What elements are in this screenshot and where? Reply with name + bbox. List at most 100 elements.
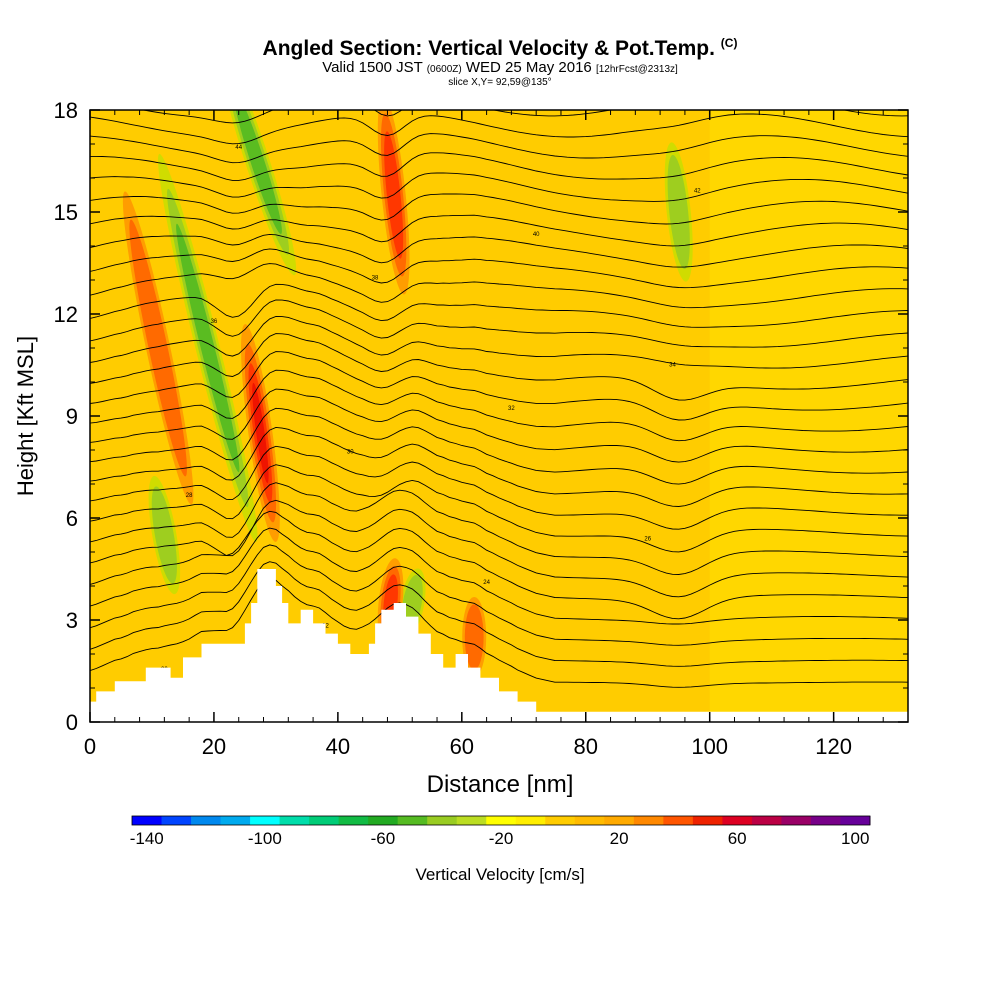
- x-tick-label: 120: [815, 734, 852, 759]
- velocity-field: [90, 110, 908, 722]
- colorbar-swatch: [191, 816, 222, 825]
- colorbar-swatch: [486, 816, 517, 825]
- colorbar-tick-label: 20: [610, 829, 629, 848]
- isentrope-label: 34: [669, 362, 676, 368]
- colorbar-tick-label: -60: [371, 829, 396, 848]
- updraft-core: [462, 597, 487, 677]
- isentrope-line: [90, 527, 908, 625]
- isentrope-label: 44: [235, 145, 242, 151]
- colorbar-swatch: [456, 816, 487, 825]
- colorbar-swatch: [397, 816, 428, 825]
- isentrope-line: [90, 388, 908, 463]
- colorbar-swatch: [368, 816, 399, 825]
- x-tick-label: 0: [84, 734, 96, 759]
- isentrope-line: [90, 193, 908, 225]
- colorbar-swatch: [515, 816, 546, 825]
- isentrope-label: 26: [644, 536, 651, 542]
- y-tick-label: 15: [54, 200, 78, 225]
- isentrope-line: [90, 113, 908, 145]
- isentrope-line: [90, 283, 908, 328]
- colorbar-swatch: [279, 816, 310, 825]
- isentrope-line: [90, 351, 908, 421]
- colorbar-label: Vertical Velocity [cm/s]: [415, 865, 584, 884]
- isentrope-line: [90, 214, 908, 247]
- colorbar-swatch: [633, 816, 664, 825]
- axes: 0 20 40 60 80 100 120 0 36 9 12 15 18: [54, 98, 909, 759]
- isentrope-line: [90, 152, 908, 181]
- chart-title: Angled Section: Vertical Velocity & Pot.…: [262, 36, 738, 60]
- x-axis-label: Distance [nm]: [427, 771, 574, 798]
- x-tick-label: 100: [691, 734, 728, 759]
- isentrope-line: [90, 248, 908, 289]
- colorbar-swatch: [338, 816, 369, 825]
- isentrope-line: [90, 426, 908, 507]
- isentrope-line: [90, 445, 908, 530]
- updraft-core: [122, 191, 194, 505]
- terrain-fill: [90, 569, 908, 722]
- isentrope-line: [90, 299, 908, 348]
- isentrope-line: [90, 315, 908, 369]
- isentrope-label: 24: [483, 580, 490, 586]
- isentrope-line: [90, 263, 908, 309]
- colorbar-swatch: [220, 816, 251, 825]
- colorbar-swatch: [722, 816, 753, 825]
- downdraft-core: [157, 153, 258, 543]
- colorbar-swatch: [545, 816, 576, 825]
- isentrope-line: [90, 482, 908, 575]
- isentrope-line: [90, 407, 908, 485]
- isentrope-line: [90, 172, 908, 202]
- downdraft-core: [218, 110, 297, 276]
- colorbar-tick-label: 100: [841, 829, 869, 848]
- y-tick-label: 3: [66, 608, 78, 633]
- colorbar-swatch: [132, 816, 163, 825]
- isentrope-line: [90, 561, 908, 667]
- colorbar-swatch: [604, 816, 635, 825]
- y-tick-label: 0: [66, 710, 78, 735]
- x-tick-label: 20: [202, 734, 226, 759]
- isentrope-label: 46: [397, 101, 404, 107]
- isentropes: 2022242628303234363840424446: [90, 101, 908, 688]
- y-tick-label: 12: [54, 302, 78, 327]
- colorbar-swatch: [840, 816, 871, 825]
- isentrope-line: [90, 369, 908, 442]
- colorbar-swatch: [309, 816, 340, 825]
- colorbar-swatch: [574, 816, 605, 825]
- isentrope-line: [90, 544, 908, 646]
- colorbar-swatch: [692, 816, 723, 825]
- isentrope-label: 32: [508, 406, 515, 412]
- colorbar: -140 -100 -60 -20 20 60 100: [130, 815, 871, 848]
- colorbar-swatch: [427, 816, 458, 825]
- colorbar-tick-label: -140: [130, 829, 164, 848]
- isentrope-label: 22: [322, 623, 329, 629]
- y-tick-label: 9: [66, 404, 78, 429]
- chart-subtitle: Valid 1500 JST (0600Z) WED 25 May 2016 […: [322, 59, 678, 76]
- isentrope-line: [90, 578, 908, 688]
- field-weak-region: [709, 110, 908, 722]
- isentrope-label: 28: [186, 493, 193, 499]
- downdraft-core: [664, 142, 693, 282]
- isentrope-line: [140, 110, 908, 124]
- colorbar-swatch: [751, 816, 782, 825]
- isentrope-label: 36: [211, 319, 218, 325]
- colorbar-swatch: [250, 816, 281, 825]
- colorbar-swatch: [161, 816, 192, 825]
- y-tick-label: 18: [54, 98, 78, 123]
- isentrope-line: [90, 233, 908, 268]
- colorbar-tick-label: 60: [728, 829, 747, 848]
- isentrope-label: 40: [533, 232, 540, 238]
- isentrope-label: 38: [372, 275, 379, 281]
- terrain: [90, 569, 908, 722]
- isentrope-line: [90, 133, 908, 164]
- y-axis-label: Height [Kft MSL]: [13, 336, 38, 496]
- colorbar-swatch: [810, 816, 841, 825]
- x-tick-label: 80: [574, 734, 598, 759]
- colorbar-swatch: [663, 816, 694, 825]
- colorbar-tick-label: -100: [248, 829, 282, 848]
- isentrope-line: [90, 464, 908, 553]
- x-tick-label: 40: [326, 734, 350, 759]
- isentrope-line: [90, 333, 908, 401]
- isentrope-label: 30: [347, 449, 354, 455]
- isentrope-label: 42: [694, 188, 701, 194]
- isentrope-line: [90, 499, 908, 598]
- x-tick-label: 60: [450, 734, 474, 759]
